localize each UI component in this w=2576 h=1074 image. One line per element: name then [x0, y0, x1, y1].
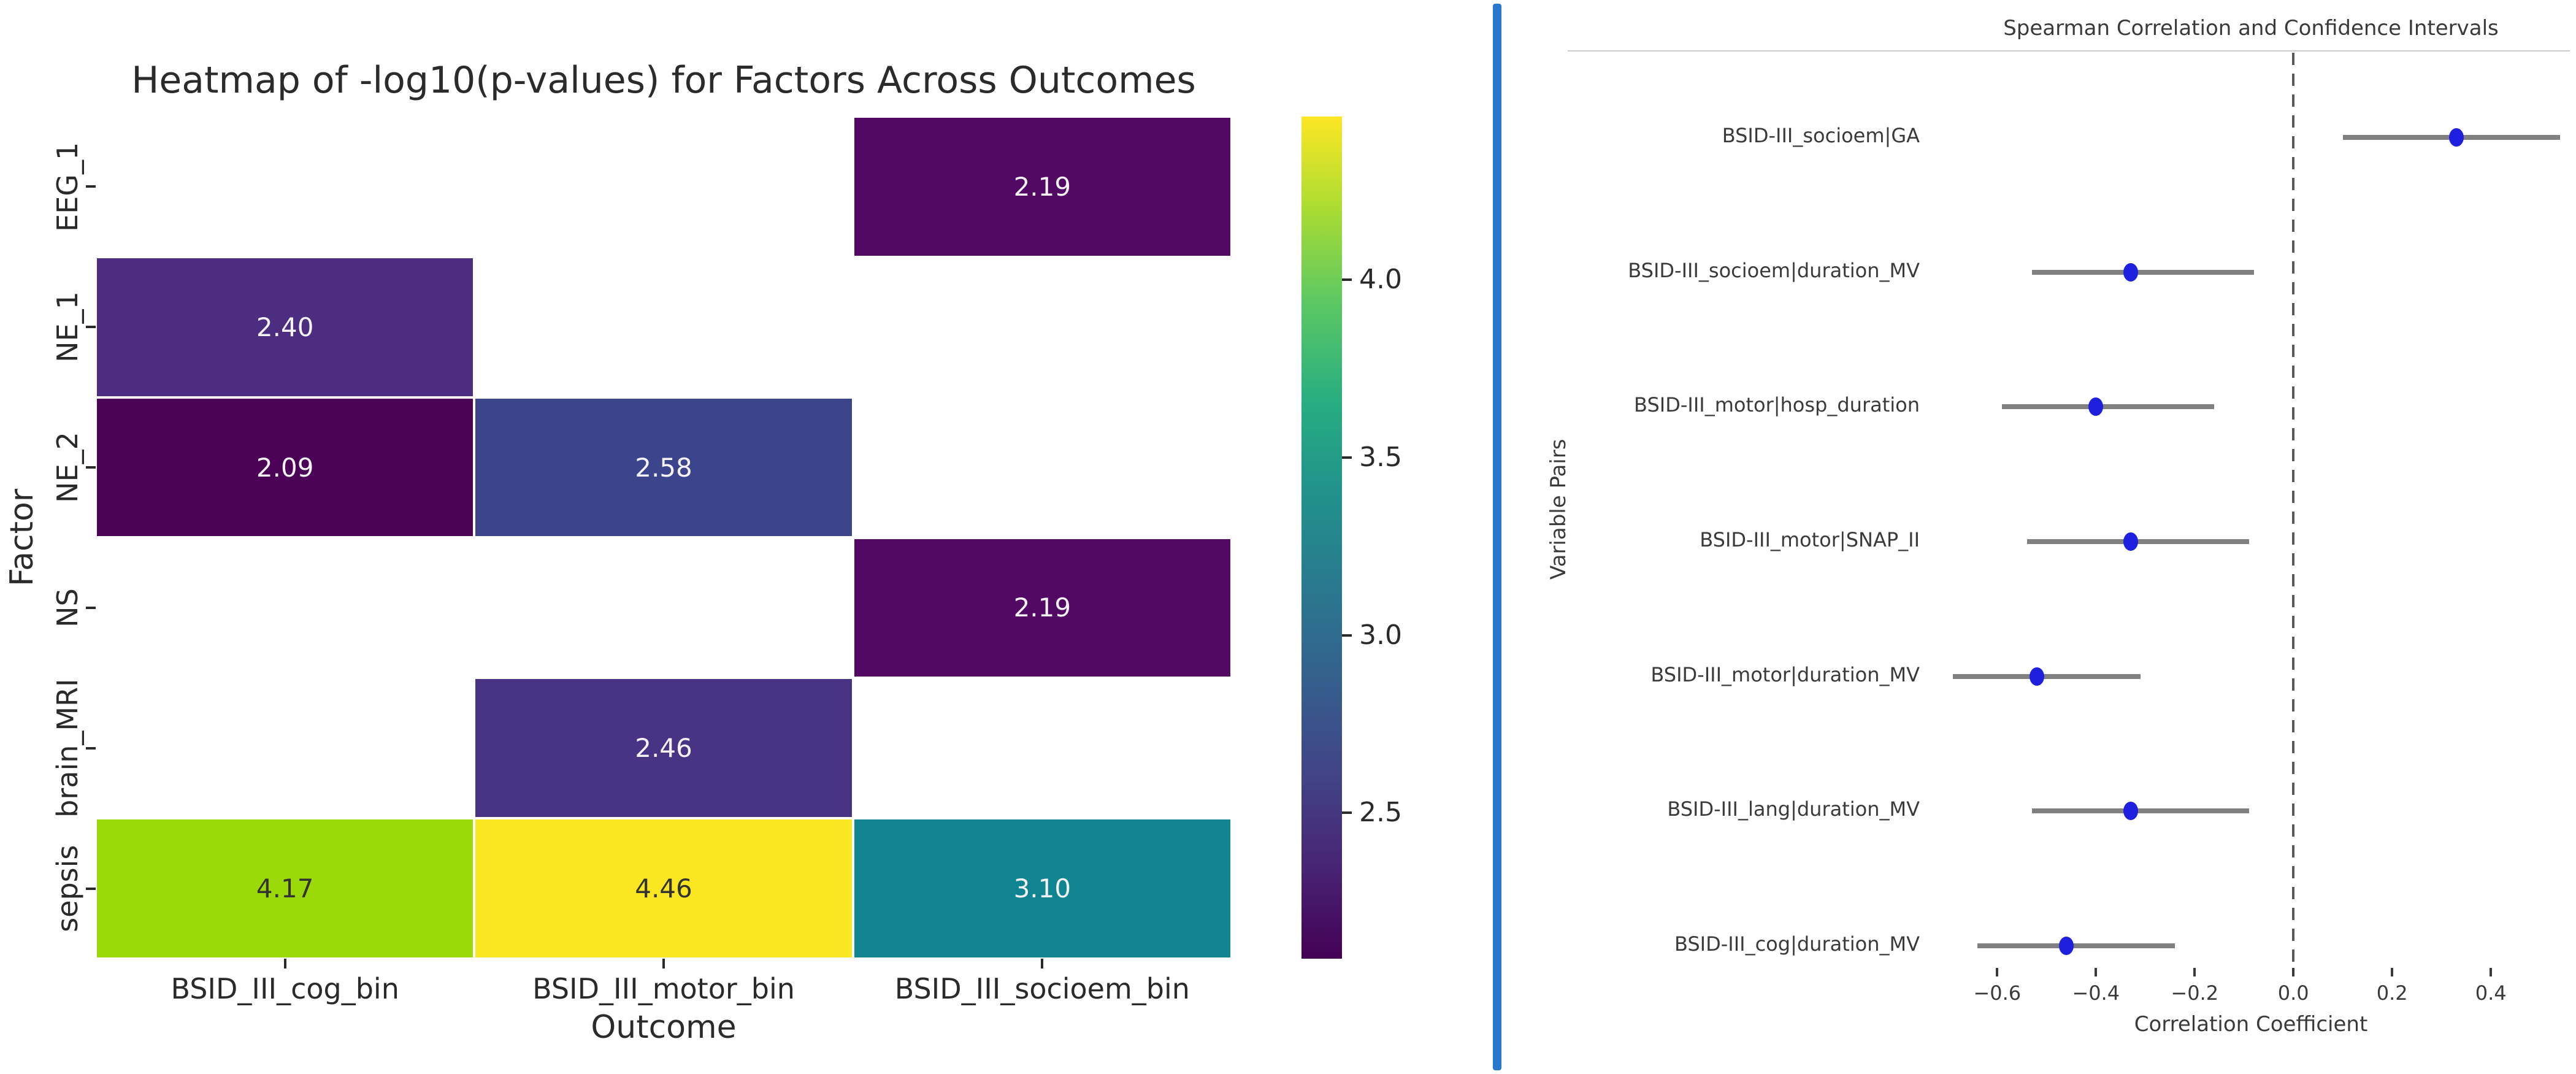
- forest-x-tick: [2095, 968, 2098, 976]
- heatmap-y-tick: [86, 326, 96, 329]
- forest-x-tick: [2490, 968, 2493, 976]
- forest-x-tick: [2193, 968, 2196, 976]
- forest-plot-area: [1932, 50, 2570, 969]
- heatmap-cell-EEG_1-BSID_III_socioem_bin: 2.19: [853, 117, 1232, 257]
- colorbar-tick: [1342, 456, 1352, 459]
- colorbar-tick: [1342, 634, 1352, 637]
- colorbar-tick: [1342, 278, 1352, 282]
- forest-zero-line: [2292, 53, 2295, 969]
- forest-ci-line-4: [1952, 673, 2141, 679]
- forest-point-3: [2123, 532, 2138, 551]
- heatmap-row-label: EEG_1: [51, 142, 84, 232]
- forest-point-4: [2029, 667, 2044, 686]
- forest-row-label: BSID-III_motor|SNAP_II: [1700, 528, 1920, 551]
- panel-divider-line: [1493, 4, 1501, 1070]
- heatmap-y-tick: [86, 185, 96, 188]
- colorbar-tick-label: 3.5: [1359, 442, 1402, 474]
- forest-point-6: [2058, 937, 2074, 956]
- forest-point-2: [2088, 397, 2104, 416]
- forest-x-tick-label: 0.4: [2475, 981, 2507, 1005]
- forest-x-tick-label: 0.2: [2376, 981, 2408, 1005]
- heatmap-row-label: NE_1: [51, 291, 84, 363]
- heatmap-x-tick: [662, 959, 665, 969]
- forest-x-tick: [1996, 968, 1999, 976]
- heatmap-cell-sepsis-BSID_III_cog_bin: 4.17: [96, 818, 475, 959]
- forest-x-tick: [2292, 968, 2295, 976]
- heatmap-row-label: NS: [51, 588, 84, 627]
- forest-title: Spearman Correlation and Confidence Inte…: [2003, 16, 2499, 40]
- colorbar-tick-label: 4.0: [1359, 264, 1402, 296]
- forest-ci-line-3: [2026, 539, 2249, 544]
- heatmap-column-label: BSID_III_socioem_bin: [894, 972, 1190, 1005]
- forest-row-label: BSID-III_lang|duration_MV: [1667, 797, 1920, 821]
- heatmap-row-label: sepsis: [51, 845, 84, 932]
- forest-x-tick-label: −0.2: [2171, 981, 2219, 1005]
- heatmap-cell-NS-BSID_III_socioem_bin: 2.19: [853, 537, 1232, 678]
- heatmap-row-label: NE_2: [51, 432, 84, 503]
- heatmap-cell-brain_MRI-BSID_III_motor_bin: 2.46: [474, 678, 853, 819]
- heatmap-colorbar: [1301, 117, 1342, 959]
- forest-ci-line-1: [2031, 269, 2254, 275]
- heatmap-cell-sepsis-BSID_III_motor_bin: 4.46: [474, 818, 853, 959]
- forest-point-0: [2448, 128, 2464, 147]
- heatmap-x-tick: [283, 959, 286, 969]
- heatmap-plot-area: 2.19 2.40 2.09 2.58 2.19 2.46 4.17 4.46 3.10: [96, 117, 1232, 959]
- heatmap-y-tick: [86, 466, 96, 469]
- forest-ci-line-6: [1977, 943, 2175, 949]
- heatmap-y-tick: [86, 606, 96, 609]
- heatmap-title: Heatmap of -log10(p-values) for Factors …: [131, 59, 1196, 102]
- heatmap-cell-NE_2-BSID_III_cog_bin: 2.09: [96, 397, 475, 538]
- heatmap-row-label: brain_MRI: [51, 678, 84, 818]
- forest-ci-line-5: [2031, 808, 2249, 814]
- forest-point-1: [2123, 263, 2138, 282]
- heatmap-x-axis-label: Outcome: [591, 1009, 737, 1046]
- forest-x-tick: [2391, 968, 2394, 976]
- heatmap-x-tick: [1041, 959, 1044, 969]
- forest-x-tick-label: 0.0: [2277, 981, 2309, 1005]
- colorbar-tick-label: 2.5: [1359, 797, 1402, 829]
- heatmap-column-label: BSID_III_motor_bin: [532, 972, 795, 1005]
- heatmap-cell-sepsis-BSID_III_socioem_bin: 3.10: [853, 818, 1232, 959]
- forest-x-axis-label: Correlation Coefficient: [2134, 1012, 2368, 1037]
- forest-y-axis-label: Variable Pairs: [1546, 439, 1571, 580]
- colorbar-tick: [1342, 811, 1352, 815]
- heatmap-y-tick: [86, 746, 96, 750]
- forest-ci-line-2: [2002, 404, 2215, 410]
- forest-point-5: [2123, 802, 2138, 821]
- forest-row-label: BSID-III_socioem|duration_MV: [1628, 258, 1920, 282]
- heatmap-column-label: BSID_III_cog_bin: [171, 972, 399, 1005]
- heatmap-y-tick: [86, 887, 96, 890]
- forest-row-label: BSID-III_motor|duration_MV: [1650, 662, 1920, 686]
- forest-x-tick-label: −0.6: [1973, 981, 2022, 1005]
- forest-x-tick-label: −0.4: [2072, 981, 2120, 1005]
- heatmap-y-axis-label: Factor: [4, 488, 40, 587]
- forest-row-label: BSID-III_motor|hosp_duration: [1634, 393, 1920, 417]
- heatmap-cell-NE_1-BSID_III_cog_bin: 2.40: [96, 256, 475, 397]
- forest-top-spine: [1568, 50, 1932, 52]
- forest-row-label: BSID-III_cog|duration_MV: [1674, 932, 1920, 956]
- forest-row-label: BSID-III_socioem|GA: [1722, 124, 1920, 147]
- colorbar-tick-label: 3.0: [1359, 619, 1402, 651]
- heatmap-cell-NE_2-BSID_III_motor_bin: 2.58: [474, 397, 853, 538]
